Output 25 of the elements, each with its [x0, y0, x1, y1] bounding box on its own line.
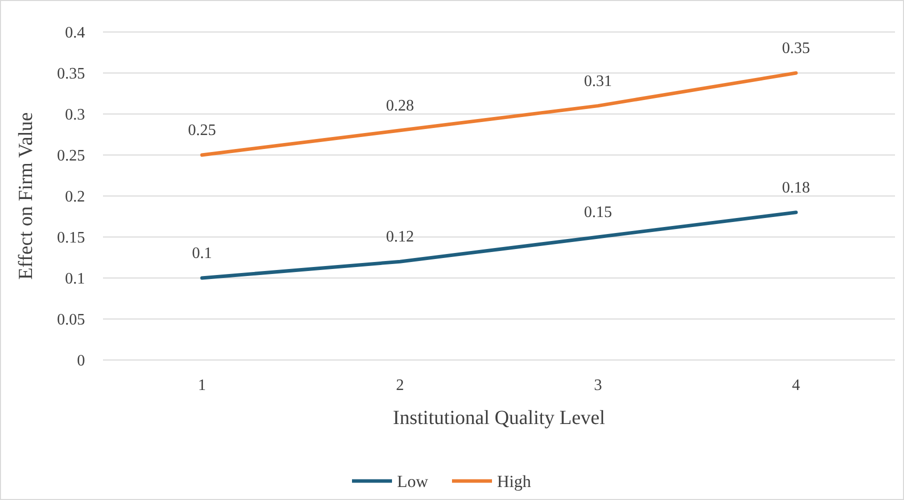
data-label: 0.18: [782, 179, 810, 196]
data-label: 0.25: [188, 122, 216, 139]
y-tick-label: 0.05: [57, 312, 85, 329]
y-axis-title: Effect on Firm Value: [15, 112, 37, 280]
y-tick-label: 0.2: [65, 188, 85, 206]
data-label: 0.15: [584, 204, 612, 221]
x-tick-label: 4: [792, 377, 800, 394]
y-tick-label: 0.3: [65, 106, 85, 124]
y-tick-label: 0: [77, 352, 85, 370]
legend-label: Low: [397, 472, 429, 491]
y-tick-label: 0.1: [65, 270, 85, 288]
data-label: 0.1: [192, 245, 212, 262]
y-tick-label: 0.4: [65, 24, 85, 42]
x-tick-label: 3: [594, 377, 602, 394]
data-label: 0.35: [782, 40, 810, 57]
y-tick-label: 0.25: [57, 148, 85, 165]
x-tick-label: 1: [198, 377, 206, 394]
data-label: 0.31: [584, 72, 612, 90]
legend-label: High: [497, 472, 532, 491]
x-axis-title: Institutional Quality Level: [392, 407, 606, 429]
data-label: 0.28: [386, 97, 414, 114]
data-label: 0.12: [386, 228, 414, 246]
x-tick-label: 2: [396, 377, 404, 394]
y-tick-label: 0.35: [57, 66, 85, 83]
y-tick-label: 0.15: [57, 230, 85, 247]
